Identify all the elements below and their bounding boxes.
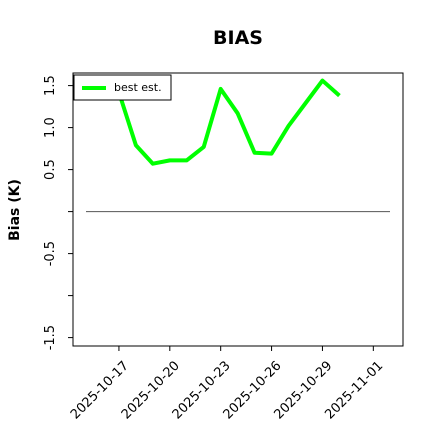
y-tick-label: 1.0: [43, 117, 58, 138]
y-tick-label: 0.5: [43, 159, 58, 180]
y-tick-label: -1.5: [43, 325, 58, 350]
legend: best est.: [73, 74, 172, 101]
series-line: [117, 78, 341, 166]
y-tick-label: 1.5: [43, 75, 58, 96]
y-axis-label: Bias (K): [7, 179, 23, 241]
plot-frame: [72, 72, 404, 347]
chart-title: BIAS: [213, 27, 263, 49]
y-tick-label: -0.5: [43, 241, 58, 266]
legend-label: best est.: [114, 81, 162, 94]
